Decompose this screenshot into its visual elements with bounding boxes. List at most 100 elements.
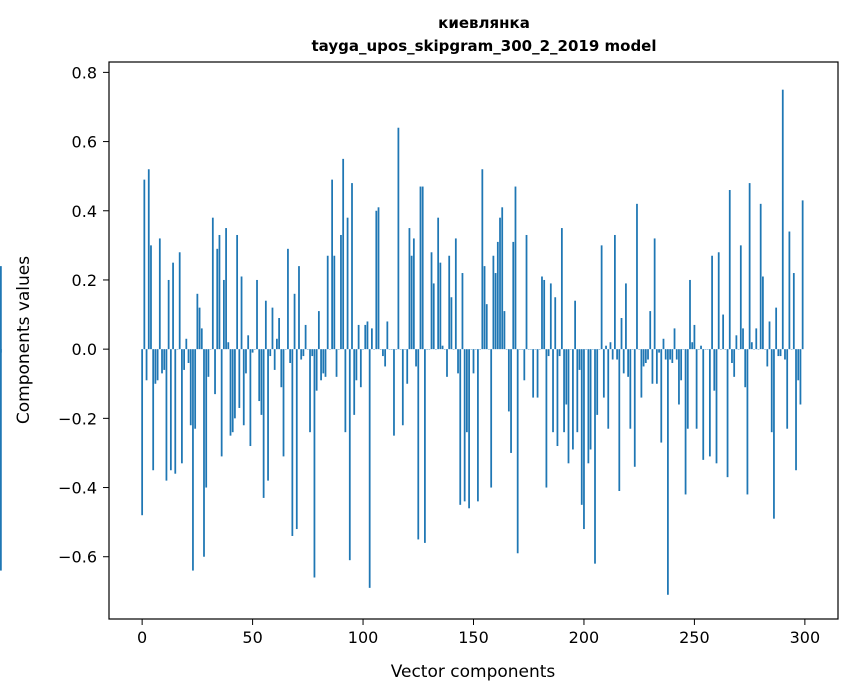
bar-5 [152, 349, 155, 471]
bar-80 [317, 311, 320, 350]
bar-140 [450, 297, 453, 350]
bar-200 [583, 349, 585, 530]
bar-91 [342, 158, 345, 350]
bar-110 [384, 349, 387, 367]
bar-168 [512, 241, 515, 350]
bar-269 [735, 335, 738, 350]
bar-11 [165, 349, 168, 481]
bar-12 [167, 279, 170, 350]
bar-125 [417, 349, 420, 540]
bar-192 [565, 349, 568, 405]
bar-208 [600, 245, 603, 350]
bar-280 [759, 203, 762, 350]
bar-248 [689, 279, 691, 350]
bar-267 [731, 349, 733, 363]
bar-9 [161, 349, 163, 374]
bar-32 [211, 217, 214, 350]
bar-186 [552, 349, 554, 433]
bar-254 [702, 349, 705, 460]
bar-238 [667, 349, 669, 595]
bar-49 [249, 349, 252, 447]
bar-290 [781, 89, 784, 350]
bar-18 [181, 349, 183, 464]
bar-216 [618, 349, 621, 491]
bar-242 [675, 349, 678, 360]
bar-217 [620, 318, 623, 350]
bar-185 [549, 283, 552, 350]
bar-55 [262, 349, 265, 498]
bar-268 [733, 349, 736, 377]
bar-66 [287, 248, 289, 350]
bar-142 [454, 238, 457, 350]
bar-263 [722, 314, 725, 350]
bar-266 [728, 190, 731, 350]
bar-298 [799, 349, 802, 405]
bar-30 [207, 349, 210, 377]
bar-99 [359, 349, 362, 388]
bar-28 [203, 349, 205, 557]
bar-undefined [0, 266, 2, 350]
bar-234 [658, 349, 660, 353]
bar-226 [640, 349, 643, 398]
bar-196 [574, 300, 576, 350]
x-tick-label: 150 [458, 628, 489, 647]
bar-287 [775, 307, 778, 350]
bar-236 [662, 338, 665, 350]
bar-283 [766, 349, 769, 367]
bar-64 [282, 349, 285, 457]
bar-57 [267, 349, 269, 481]
y-tick-label: −0.2 [58, 409, 97, 428]
bar-126 [419, 186, 422, 350]
bar-19 [183, 349, 185, 370]
bar-86 [331, 179, 333, 350]
bar-2 [145, 349, 148, 381]
bar-289 [779, 349, 782, 357]
bar-67 [289, 349, 292, 363]
bars-group [0, 89, 804, 595]
bar-81 [320, 349, 322, 381]
bar-53 [258, 349, 261, 402]
bar-211 [607, 349, 610, 429]
bar-293 [788, 231, 791, 350]
bar-60 [273, 349, 276, 370]
x-tick-label: 50 [242, 628, 262, 647]
bar-223 [633, 349, 636, 467]
bar-240 [671, 349, 674, 363]
bar-106 [375, 210, 378, 350]
bar-230 [649, 311, 652, 350]
bar-215 [616, 349, 618, 360]
bar-188 [556, 349, 559, 447]
plot-frame [108, 61, 839, 620]
bar-286 [773, 349, 775, 519]
bar-247 [686, 349, 689, 429]
bar-292 [786, 349, 789, 429]
bar-206 [596, 349, 599, 415]
bar-79 [315, 349, 318, 391]
bar-104 [371, 328, 373, 350]
bar-159 [492, 255, 495, 350]
bar-120 [406, 349, 409, 384]
bar-83 [324, 349, 327, 377]
bar-93 [346, 217, 349, 350]
bar-241 [673, 328, 676, 350]
bar-24 [194, 349, 197, 429]
bar-131 [430, 252, 433, 350]
bar-284 [768, 321, 771, 350]
bar-42 [234, 349, 236, 419]
bar-90 [340, 234, 342, 350]
bar-46 [242, 349, 245, 426]
bar-154 [481, 169, 484, 350]
bar-182 [543, 279, 546, 350]
bar-76 [309, 349, 311, 433]
bar-41 [231, 349, 234, 433]
bar-274 [746, 349, 749, 495]
bar-167 [510, 349, 512, 453]
bar-50 [251, 349, 254, 353]
bar-246 [684, 349, 687, 495]
bar-155 [483, 266, 486, 350]
x-axis-ticks: 0 50 100 150 200 250 300 [137, 619, 820, 647]
bar-27 [200, 328, 203, 350]
bar-147 [465, 349, 468, 433]
bar-109 [382, 349, 384, 357]
bar-20 [185, 338, 188, 350]
